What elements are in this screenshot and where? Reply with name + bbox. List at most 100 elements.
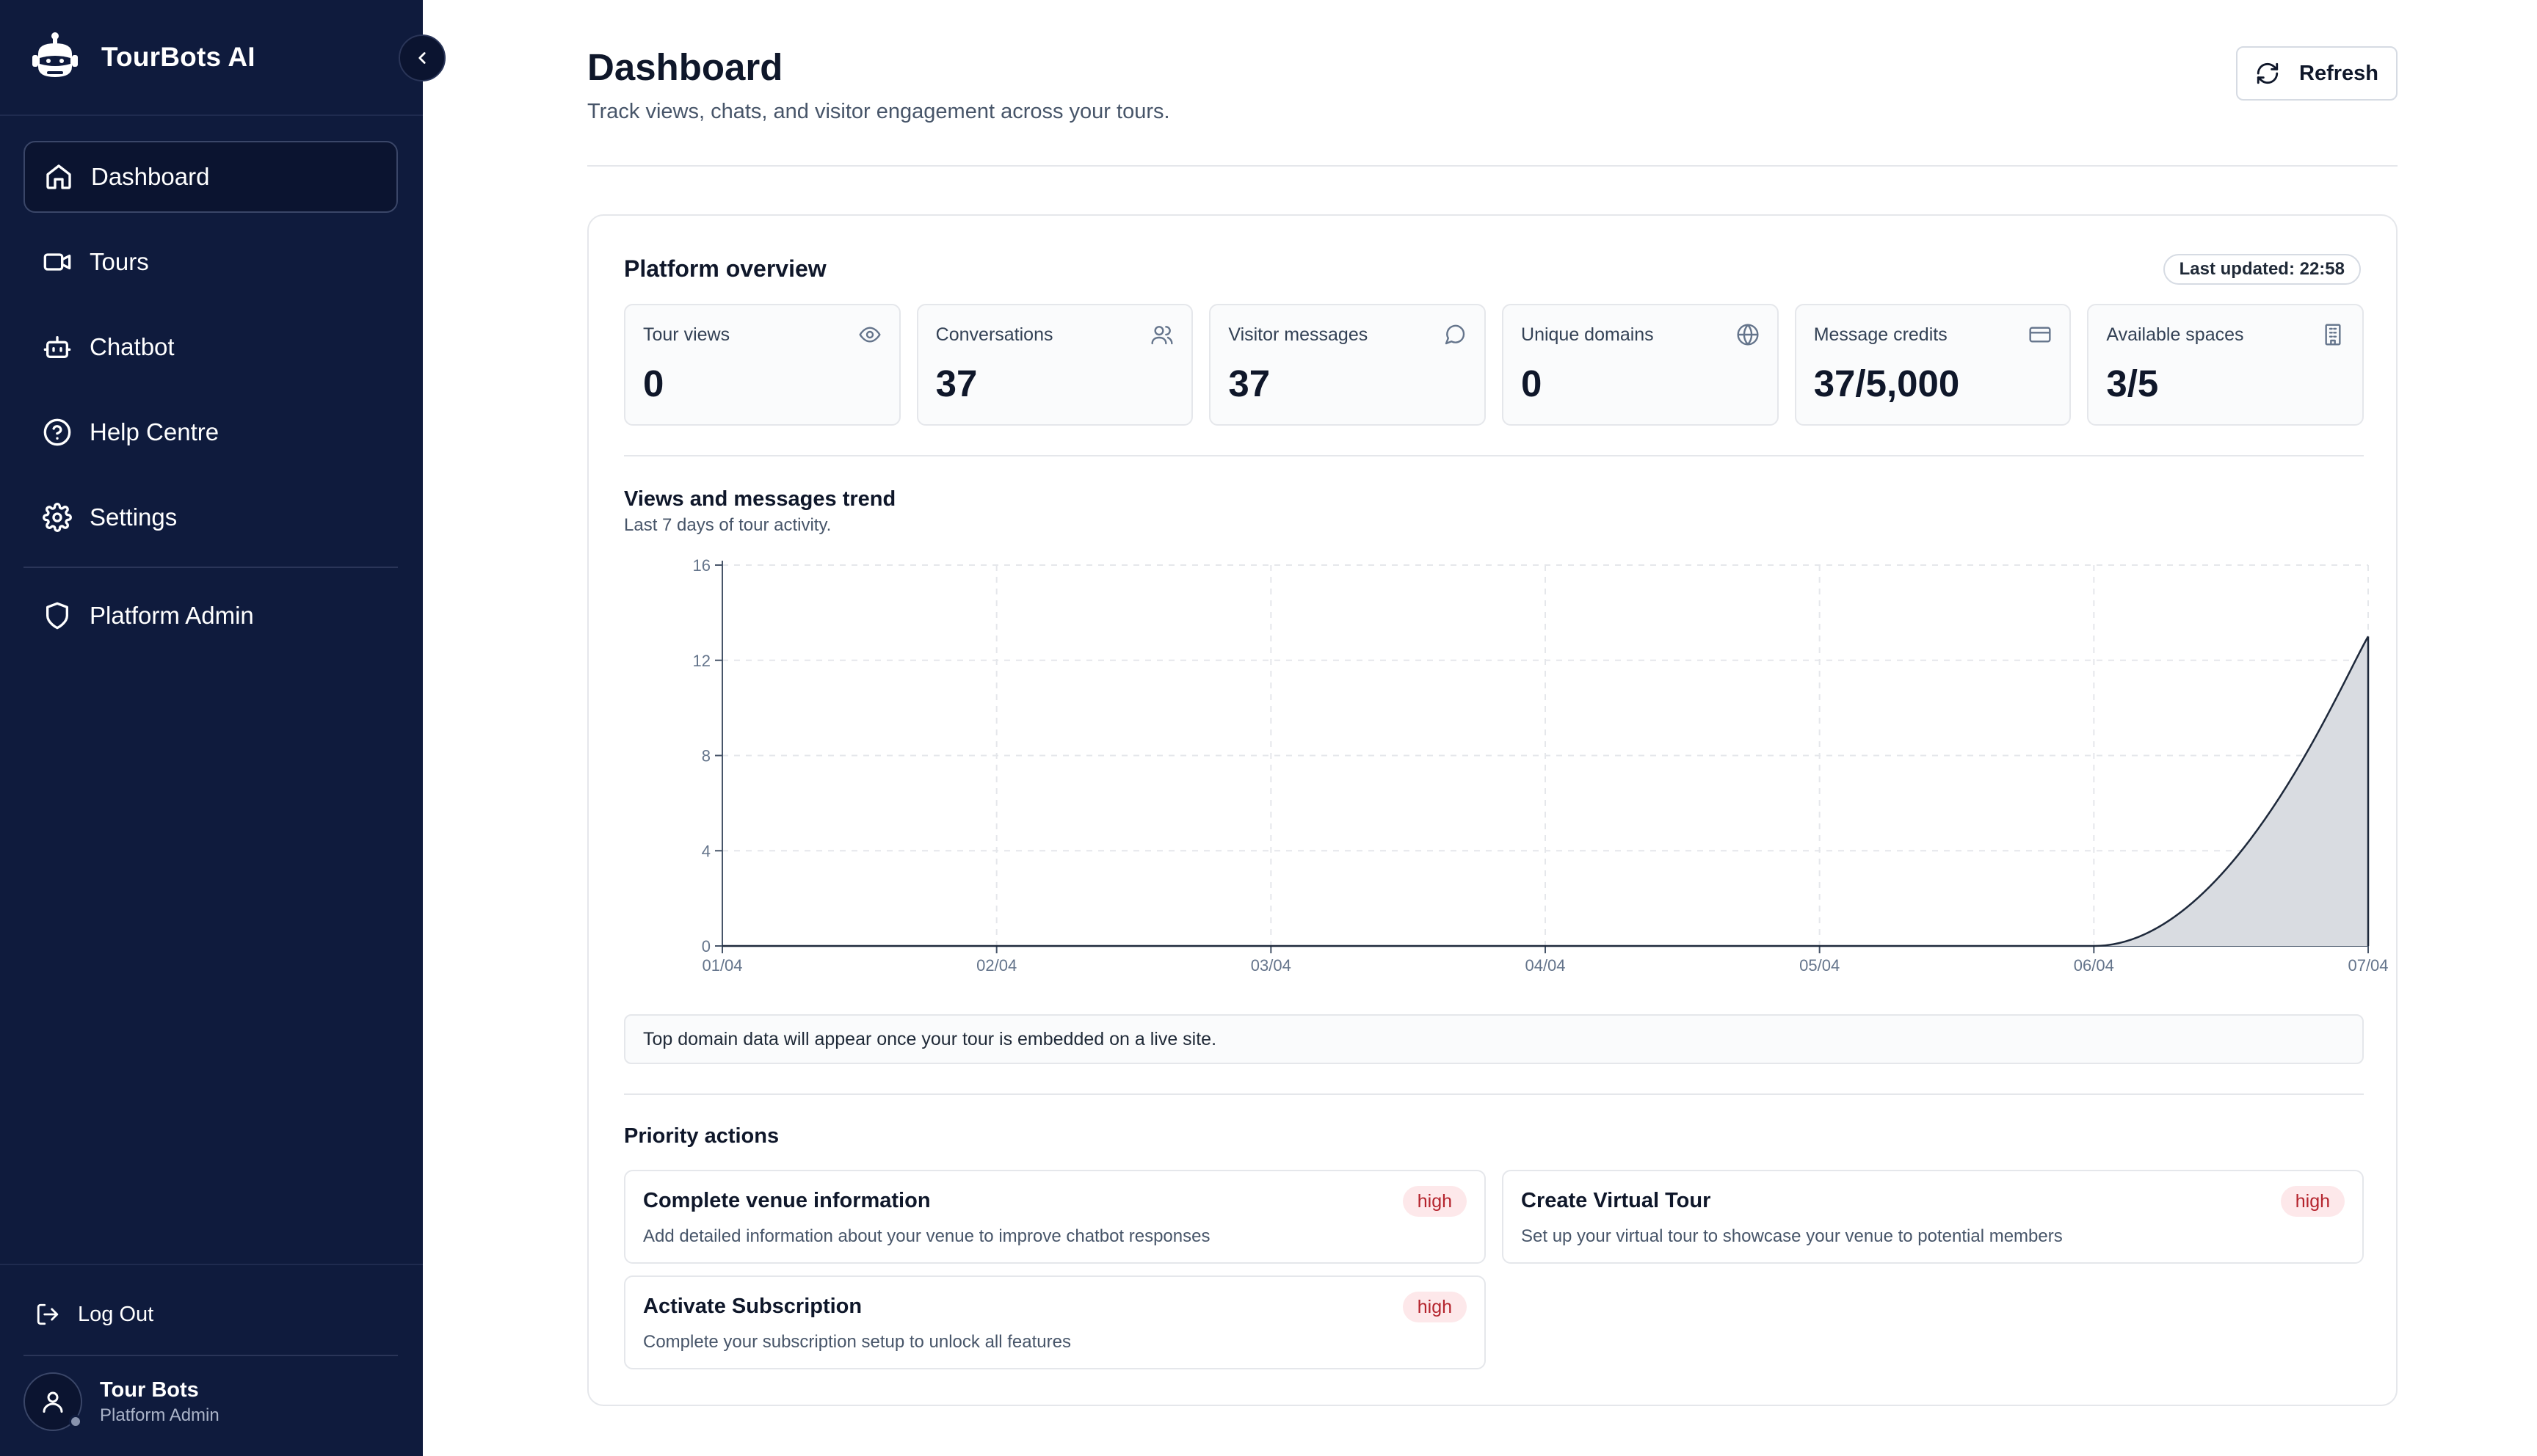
message-icon [1443,323,1467,346]
bot-icon [41,331,73,363]
action-title: Complete venue information [643,1189,931,1212]
series-area [722,636,2368,946]
avatar [23,1372,82,1431]
eye-icon [858,323,882,346]
users-icon [1150,323,1174,346]
globe-icon [1736,323,1760,346]
x-tick-label: 01/04 [702,956,742,975]
sidebar-item-dashboard[interactable]: Dashboard [23,141,398,213]
stat-value: 0 [1521,363,1542,404]
stat-tour-views: Tour views 0 [624,304,901,426]
help-circle-icon [41,416,73,448]
stat-message-credits: Message credits 37/5,000 [1794,304,2072,426]
logout-label: Log Out [78,1302,154,1326]
domains-notice: Top domain data will appear once your to… [624,1014,2364,1064]
priority-actions-title: Priority actions [624,1124,780,1148]
logout-icon [35,1302,60,1327]
y-tick-label: 12 [693,652,711,670]
gear-icon [41,501,73,534]
stat-label: Conversations [935,324,1053,345]
building-icon [2321,323,2345,346]
sidebar-divider [23,1355,398,1356]
stat-value: 37 [935,363,978,404]
user-role: Platform Admin [100,1405,219,1425]
status-dot [69,1415,82,1428]
shield-icon [41,600,73,632]
refresh-icon [2255,61,2280,86]
user-name: Tour Bots [100,1377,199,1402]
sidebar-item-chatbot[interactable]: Chatbot [23,311,398,383]
x-tick-label: 07/04 [2348,956,2388,975]
trend-chart: 0 4 8 12 16 01/04 02/04 03/04 04/04 05/04 06/04 07/… [693,556,2389,975]
sidebar-item-tours[interactable]: Tours [23,226,398,298]
section-divider [624,1093,2364,1095]
sidebar-item-label: Dashboard [91,163,210,190]
priority-action-card[interactable]: Complete venue information Add detailed … [624,1170,1486,1264]
y-tick-label: 4 [702,842,711,860]
stats-row: Tour views 0 Conversations 37 Visitor me… [624,304,2364,426]
platform-overview-card: Platform overview Last updated: 22:58 To… [587,214,2398,1406]
sidebar-item-label: Chatbot [90,333,175,360]
sidebar-item-platform-admin[interactable]: Platform Admin [23,580,398,652]
chart-subtitle: Last 7 days of tour activity. [624,515,832,535]
section-divider [624,455,2364,456]
sidebar-item-label: Platform Admin [90,602,254,629]
page-title: Dashboard [587,46,783,88]
sidebar-item-help-centre[interactable]: Help Centre [23,396,398,468]
stat-value: 37 [1228,363,1271,404]
robot-logo-icon [32,32,78,83]
refresh-label: Refresh [2299,61,2378,85]
sidebar-item-settings[interactable]: Settings [23,481,398,553]
priority-badge: high [2280,1186,2345,1217]
stat-value: 3/5 [2106,363,2159,404]
sidebar-divider [0,1264,423,1265]
collapse-sidebar-button[interactable] [399,34,446,81]
stat-label: Available spaces [2106,324,2244,345]
action-description: Add detailed information about your venu… [643,1226,1211,1246]
stat-value: 0 [643,363,664,404]
stat-label: Tour views [643,324,730,345]
y-tick-label: 0 [702,937,711,956]
video-icon [41,246,73,278]
stat-value: 37/5,000 [1813,363,1960,404]
priority-action-card[interactable]: Create Virtual Tour Set up your virtual … [1502,1170,2364,1264]
y-tick-label: 8 [702,747,711,765]
x-tick-label: 05/04 [1799,956,1840,975]
card-title: Platform overview [624,255,827,282]
action-title: Create Virtual Tour [1521,1189,1711,1212]
sidebar-item-label: Settings [90,503,178,531]
stat-available-spaces: Available spaces 3/5 [2087,304,2364,426]
stat-label: Message credits [1813,324,1948,345]
sidebar-item-label: Help Centre [90,418,219,445]
refresh-button[interactable]: Refresh [2236,46,2398,101]
chart-title: Views and messages trend [624,487,896,511]
brand[interactable]: TourBots AI [32,31,255,84]
priority-badge: high [1402,1292,1467,1322]
series-line [722,636,2370,947]
x-tick-label: 06/04 [2074,956,2114,975]
stat-label: Visitor messages [1228,324,1368,345]
header-divider [587,165,2398,167]
action-description: Set up your virtual tour to showcase you… [1521,1226,2063,1246]
last-updated-badge: Last updated: 22:58 [2163,254,2361,285]
x-tick-label: 02/04 [976,956,1017,975]
stat-visitor-messages: Visitor messages 37 [1209,304,1487,426]
main-content: Dashboard Track views, chats, and visito… [423,0,2537,1456]
credit-card-icon [2028,323,2052,346]
logout-button[interactable]: Log Out [35,1296,153,1333]
home-icon [43,161,75,193]
sidebar: TourBots AI Dashboard Tours Chatbot Help… [0,0,423,1456]
page-subtitle: Track views, chats, and visitor engageme… [587,100,1170,123]
priority-badge: high [1402,1186,1467,1217]
action-description: Complete your subscription setup to unlo… [643,1332,1071,1352]
y-tick-label: 16 [693,556,711,575]
brand-name: TourBots AI [101,42,255,72]
sidebar-item-label: Tours [90,248,149,275]
user-icon [40,1388,66,1415]
stat-conversations: Conversations 37 [916,304,1194,426]
stat-unique-domains: Unique domains 0 [1502,304,1779,426]
action-title: Activate Subscription [643,1295,863,1318]
user-profile[interactable]: Tour Bots Platform Admin [23,1372,219,1431]
sidebar-divider [23,567,398,568]
priority-action-card[interactable]: Activate Subscription Complete your subs… [624,1275,1486,1369]
